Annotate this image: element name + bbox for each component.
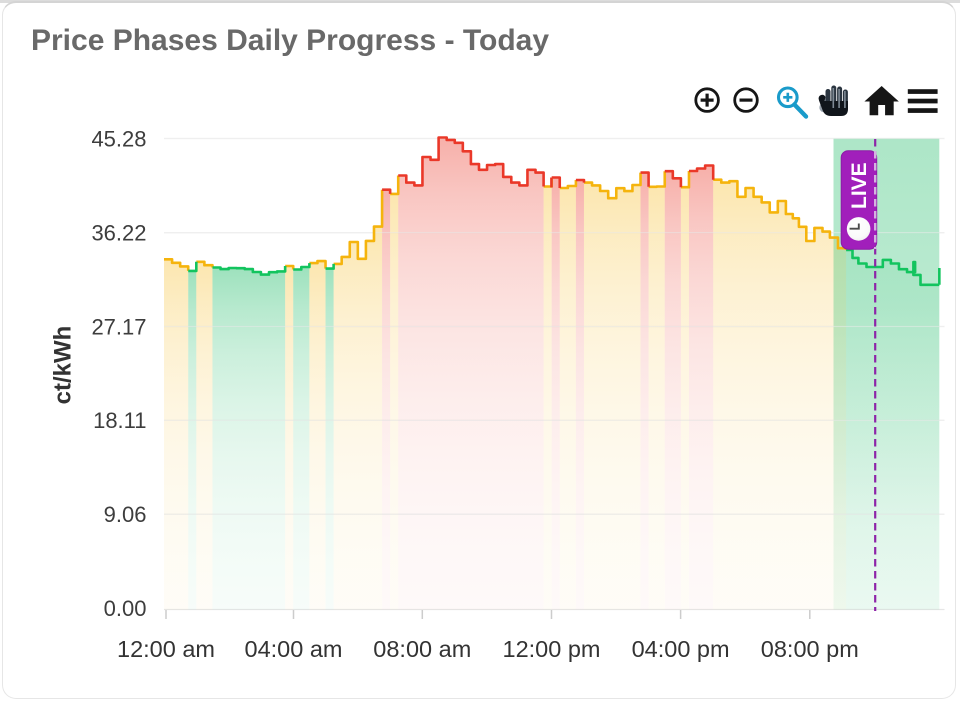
svg-text:45.28: 45.28 <box>91 126 146 151</box>
svg-text:0.00: 0.00 <box>104 596 147 621</box>
svg-text:27.17: 27.17 <box>91 314 146 339</box>
svg-text:18.11: 18.11 <box>93 408 146 433</box>
svg-text:04:00 am: 04:00 am <box>245 636 343 662</box>
svg-text:08:00 pm: 08:00 pm <box>761 636 859 662</box>
svg-text:36.22: 36.22 <box>91 220 146 245</box>
svg-text:04:00 pm: 04:00 pm <box>632 636 730 662</box>
svg-text:12:00 am: 12:00 am <box>117 636 215 662</box>
svg-text:08:00 am: 08:00 am <box>373 636 471 662</box>
svg-text:12:00 pm: 12:00 pm <box>503 636 601 662</box>
svg-text:ct/kWh: ct/kWh <box>50 326 77 405</box>
svg-text:9.06: 9.06 <box>104 502 147 527</box>
svg-text:LIVE: LIVE <box>848 162 871 209</box>
